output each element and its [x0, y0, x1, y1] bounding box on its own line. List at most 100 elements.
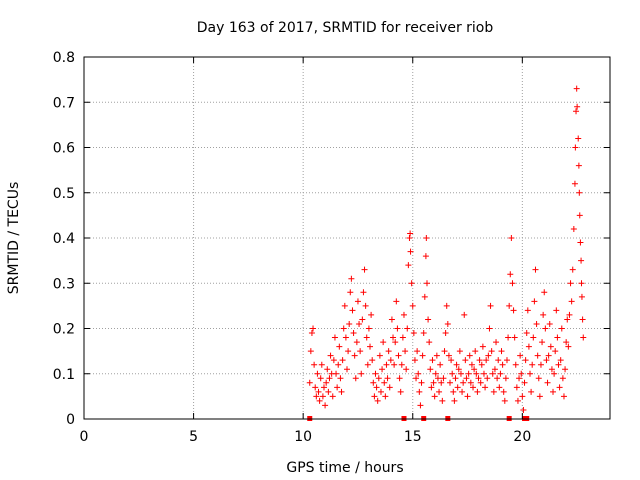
- data-point: [572, 144, 579, 151]
- data-point: [496, 384, 503, 391]
- data-point: [383, 361, 390, 368]
- data-point: [578, 293, 585, 300]
- data-point: [373, 384, 380, 391]
- data-point: [330, 357, 337, 364]
- data-point: [531, 298, 538, 305]
- data-point: [371, 393, 378, 400]
- data-point: [490, 388, 497, 395]
- data-point: [326, 375, 333, 382]
- data-point: [350, 330, 357, 337]
- data-point: [484, 375, 491, 382]
- data-point: [551, 370, 558, 377]
- data-point: [381, 379, 388, 386]
- data-point: [470, 384, 477, 391]
- data-point: [416, 388, 423, 395]
- data-point: [400, 311, 407, 318]
- data-point: [442, 330, 449, 337]
- data-point: [456, 348, 463, 355]
- data-point: [359, 316, 366, 323]
- data-point: [449, 370, 456, 377]
- x-tick-label: 15: [404, 429, 422, 445]
- y-tick-label: 0: [66, 412, 75, 428]
- data-point: [571, 180, 578, 187]
- data-point: [447, 379, 454, 386]
- data-point: [418, 379, 425, 386]
- data-point: [576, 189, 583, 196]
- y-tick-label: 0.2: [53, 322, 75, 338]
- data-point: [335, 361, 342, 368]
- data-point: [474, 388, 481, 395]
- data-point: [535, 375, 542, 382]
- data-point: [413, 375, 420, 382]
- data-point: [516, 375, 523, 382]
- data-point: [576, 212, 583, 219]
- data-point: [423, 235, 430, 241]
- data-point: [441, 348, 448, 355]
- data-point: [397, 388, 404, 395]
- data-point: [318, 361, 325, 368]
- data-point: [347, 289, 354, 296]
- data-point: [432, 370, 439, 377]
- data-point: [522, 357, 529, 364]
- data-point: [491, 366, 498, 373]
- data-point: [319, 393, 326, 400]
- data-point: [399, 334, 406, 341]
- data-point: [534, 352, 541, 359]
- data-point: [357, 348, 364, 355]
- data-point: [316, 397, 323, 404]
- data-point: [478, 361, 485, 368]
- data-point: [414, 348, 421, 355]
- data-point: [528, 388, 535, 395]
- data-point: [361, 266, 368, 273]
- data-point: [568, 298, 575, 305]
- data-point: [512, 361, 519, 368]
- data-point: [448, 357, 455, 364]
- data-point: [324, 366, 331, 373]
- data-point: [511, 334, 518, 341]
- data-point: [339, 357, 346, 364]
- data-point: [315, 388, 322, 395]
- data-point: [467, 379, 474, 386]
- data-point: [543, 357, 550, 364]
- x-axis-label: GPS time / hours: [286, 460, 403, 476]
- data-point: [409, 302, 416, 309]
- data-point: [320, 384, 327, 391]
- data-point: [454, 384, 461, 391]
- data-point: [554, 334, 561, 341]
- data-point: [425, 316, 432, 323]
- data-point: [548, 366, 555, 373]
- data-point: [358, 370, 365, 377]
- data-point: [379, 366, 386, 373]
- data-point: [521, 379, 528, 386]
- ticks: [83, 56, 610, 420]
- data-point: [336, 343, 343, 350]
- data-point: [439, 397, 446, 404]
- data-point: [539, 339, 546, 346]
- data-point: [423, 280, 430, 287]
- data-point: [364, 361, 371, 368]
- data-point: [483, 357, 490, 364]
- data-point: [314, 370, 321, 377]
- x-tick-label: 5: [189, 429, 198, 445]
- y-tick-label: 0.5: [53, 186, 75, 202]
- data-point: [363, 334, 370, 341]
- data-point: [520, 406, 527, 413]
- data-point: [421, 293, 428, 300]
- data-point: [344, 366, 350, 373]
- y-tick-label: 0.3: [53, 276, 75, 292]
- data-point: [471, 366, 478, 373]
- data-point: [562, 366, 569, 373]
- data-point: [360, 289, 367, 296]
- data-point: [346, 320, 353, 327]
- data-point: [405, 262, 412, 269]
- data-point: [497, 370, 504, 377]
- data-point: [382, 393, 389, 400]
- data-point: [570, 225, 577, 232]
- data-point: [498, 348, 505, 355]
- data-point: [502, 375, 509, 382]
- data-point: [308, 330, 315, 337]
- data-point: [427, 366, 434, 373]
- data-point: [391, 361, 398, 368]
- data-point: [523, 330, 530, 337]
